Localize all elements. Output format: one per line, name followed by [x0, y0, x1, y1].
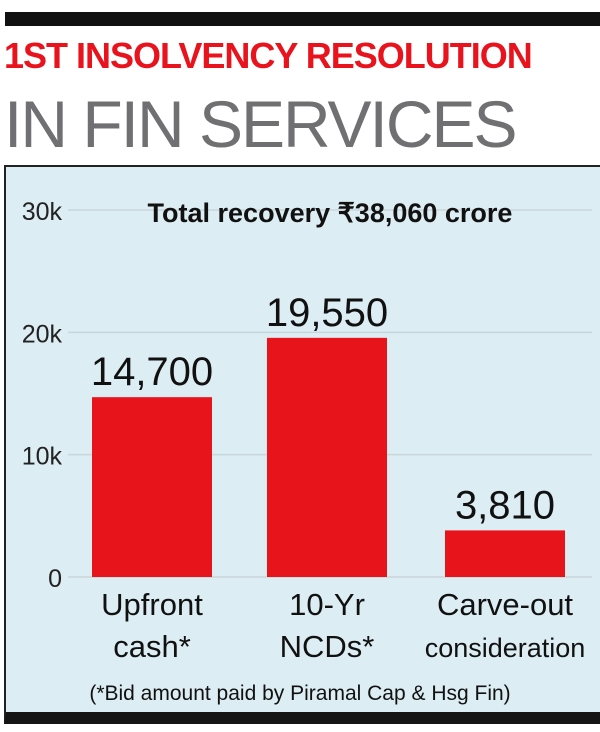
bar	[445, 530, 565, 577]
bar	[267, 337, 387, 577]
headline-gray: IN FIN SERVICES	[4, 87, 518, 161]
footnote: (*Bid amount paid by Piramal Cap & Hsg F…	[89, 682, 510, 705]
data-label: 3,810	[455, 483, 555, 527]
y-tick-label: 30k	[22, 198, 63, 226]
x-category-label: Carve-out	[437, 587, 573, 622]
x-category-label: NCDs*	[280, 629, 375, 664]
data-label: 14,700	[91, 350, 213, 394]
headline-red: 1ST INSOLVENCY RESOLUTION	[4, 35, 533, 76]
x-category-label: cash*	[113, 629, 191, 664]
y-tick-label: 20k	[22, 320, 63, 348]
y-tick-label: 10k	[22, 443, 63, 471]
data-label: 19,550	[266, 291, 388, 335]
top-rule	[5, 12, 600, 26]
x-category-label: Upfront	[101, 587, 203, 622]
bar	[92, 397, 212, 577]
chart-title: Total recovery ₹38,060 crore	[148, 198, 513, 228]
y-tick-label: 0	[48, 565, 62, 593]
x-category-label: consideration	[425, 633, 586, 663]
x-category-label: 10-Yr	[289, 587, 365, 622]
